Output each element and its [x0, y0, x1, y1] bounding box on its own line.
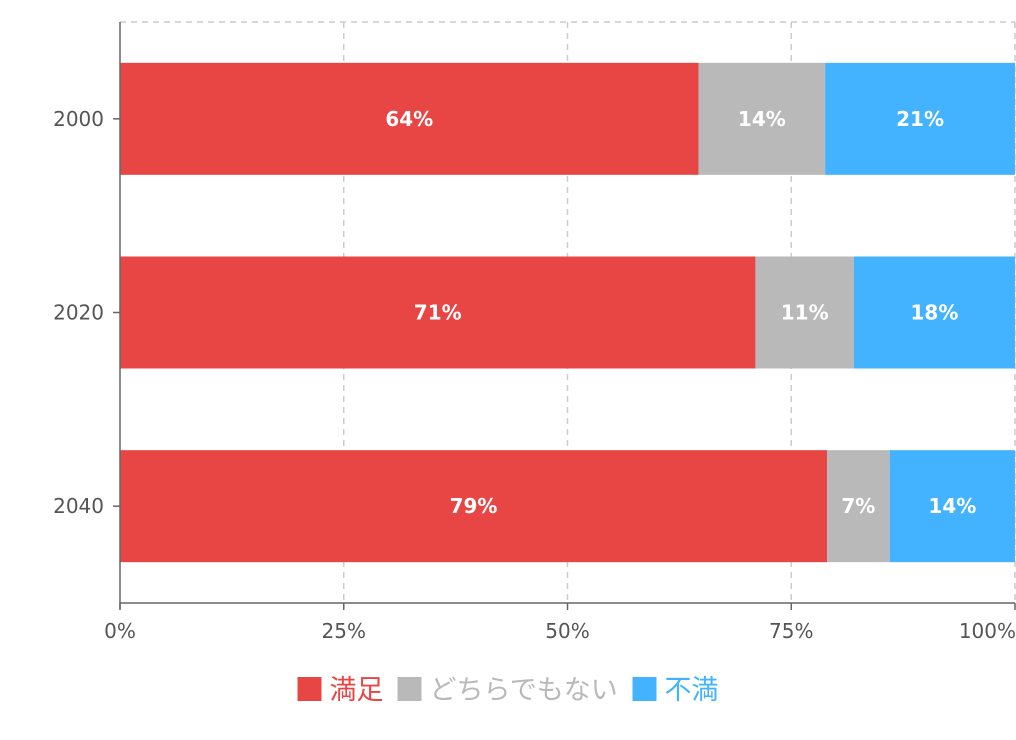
axes: 2000 2020 2040 0% 25% 50% 75% 100% [53, 22, 1016, 643]
bar-data-label: 71% [414, 301, 462, 325]
bar-data-label: 11% [781, 301, 829, 325]
x-tick-label: 50% [545, 619, 589, 643]
legend-item: どちらでもない [397, 675, 618, 706]
bar-data-label: 79% [450, 494, 498, 518]
x-tick-label: 75% [769, 619, 813, 643]
bar-data-label: 64% [385, 107, 433, 131]
x-tick-label: 100% [959, 619, 1016, 643]
bar-data-label: 21% [896, 107, 944, 131]
y-tick-label: 2040 [53, 494, 104, 518]
bar-segment [853, 256, 1015, 369]
bar-data-label: 14% [738, 107, 786, 131]
bars: 64% 14% 21% 71% 11% 18% 79% 7% 14% [120, 62, 1015, 563]
bar-segment [827, 450, 890, 563]
bar-segment [120, 450, 828, 563]
legend: 満足 どちらでもない 不満 [297, 675, 719, 706]
legend-label: 不満 [665, 675, 719, 706]
legend-swatch [397, 677, 422, 701]
legend-swatch [297, 677, 322, 701]
bar-data-label: 14% [928, 494, 976, 518]
legend-swatch [632, 677, 657, 701]
legend-item: 満足 [297, 675, 384, 706]
legend-item: 不満 [632, 675, 719, 706]
x-tick-label: 0% [104, 619, 136, 643]
bar-segment [120, 62, 699, 175]
y-tick-label: 2020 [53, 301, 104, 325]
bar-segment [120, 256, 756, 369]
x-tick-label: 25% [322, 619, 366, 643]
legend-label: 満足 [330, 675, 384, 706]
bar-data-label: 7% [841, 494, 875, 518]
bar-data-label: 18% [911, 301, 959, 325]
bar-segment [698, 62, 826, 175]
bar-segment [889, 450, 1015, 563]
legend-label: どちらでもない [430, 675, 618, 706]
bar-segment [825, 62, 1015, 175]
y-tick-label: 2000 [53, 107, 104, 131]
bar-segment [755, 256, 854, 369]
